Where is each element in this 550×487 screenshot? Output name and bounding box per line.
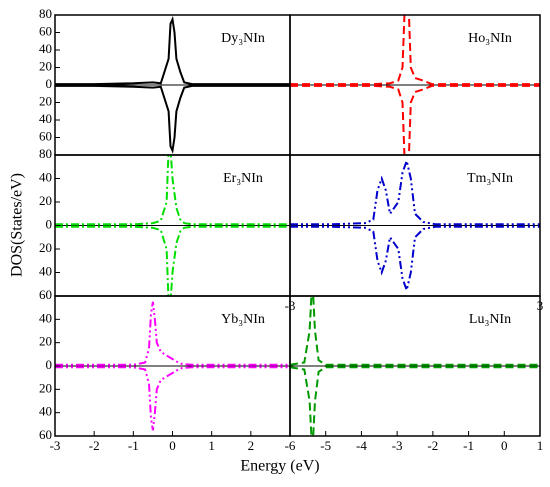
x-tick-label: -5	[320, 438, 331, 453]
y-tick-label: 20	[39, 93, 52, 108]
x-tick-label: 1	[537, 438, 544, 453]
y-tick-label: 40	[39, 169, 52, 184]
y-tick-label: 60	[39, 23, 52, 38]
panel-frame	[289, 295, 541, 437]
y-tick-label: 20	[39, 58, 52, 73]
dos-line	[55, 15, 290, 86]
x-tick-label: 2	[248, 438, 255, 453]
y-tick-label: 60	[39, 128, 52, 143]
x-tick-label: -2	[89, 438, 100, 453]
y-tick-label: 0	[46, 216, 53, 231]
y-tick-label: 0	[46, 76, 53, 91]
x-tick-label: -2	[427, 438, 438, 453]
panel-title: Tm₃NIn	[467, 171, 513, 186]
y-tick-label: 20	[39, 240, 52, 255]
x-tick-label: -1	[128, 438, 139, 453]
x-tick-label: -6	[285, 438, 296, 453]
dos-line	[55, 225, 290, 296]
panel-title: Ho₃NIn	[468, 31, 512, 46]
dos-line	[290, 366, 540, 436]
x-tick-label: 1	[208, 438, 215, 453]
y-tick-label: 40	[39, 310, 52, 325]
dos-line	[55, 301, 290, 366]
y-tick-label: 40	[39, 263, 52, 278]
panel-title: Dy₃NIn	[221, 31, 265, 46]
y-tick-label: 20	[39, 334, 52, 349]
dos-line	[55, 155, 290, 226]
x-tick-label: -3	[392, 438, 403, 453]
panel-title: Lu₃NIn	[469, 312, 511, 327]
dos-line	[290, 225, 540, 294]
y-tick-label: 0	[46, 357, 53, 372]
x-tick-label: -1	[463, 438, 474, 453]
x-tick-label: 0	[169, 438, 176, 453]
y-tick-label: 40	[39, 404, 52, 419]
panel-title: Er₃NIn	[223, 171, 263, 186]
x-tick-label: 0	[501, 438, 508, 453]
dos-line	[55, 84, 290, 155]
x-axis-label: Energy (eV)	[240, 458, 319, 475]
y-tick-label: 40	[39, 41, 52, 56]
y-tick-label: 40	[39, 111, 52, 126]
y-tick-label: 20	[39, 193, 52, 208]
dos-line	[290, 15, 540, 86]
y-tick-label: 20	[39, 380, 52, 395]
y-tick-label: 60	[39, 427, 52, 442]
x-tick-label: -3	[50, 438, 61, 453]
dos-line	[55, 366, 290, 431]
panel-title: Yb₃NIn	[221, 312, 265, 327]
dos-line	[290, 296, 540, 366]
x-tick-label: -4	[356, 438, 367, 453]
y-tick-label: 80	[39, 146, 52, 161]
dos-line	[290, 157, 540, 226]
y-tick-label: 80	[39, 6, 52, 21]
y-axis-label: DOS(States/eV)	[9, 173, 26, 277]
dos-line	[290, 84, 540, 155]
y-tick-label: 60	[39, 287, 52, 302]
